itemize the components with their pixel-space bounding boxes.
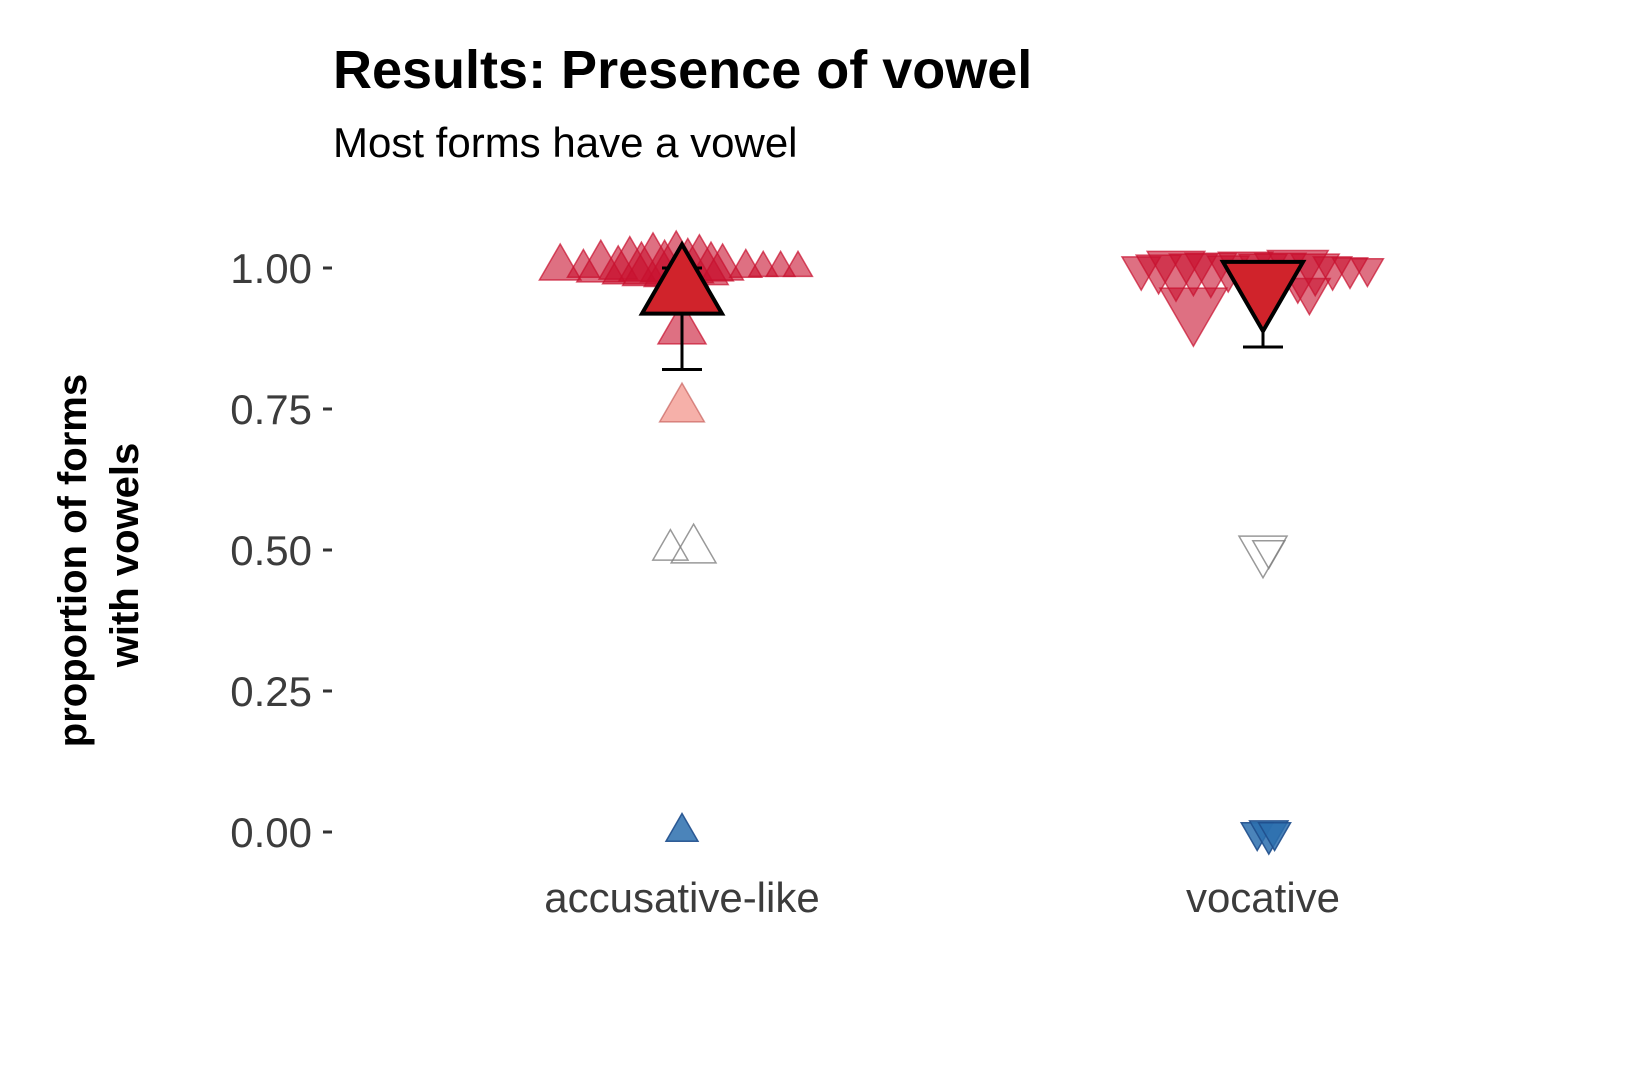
y-tick-label: 0.75 xyxy=(230,386,312,433)
x-axis: accusative-like vocative xyxy=(544,874,1340,921)
data-point xyxy=(1251,540,1287,570)
data-point xyxy=(1257,822,1292,852)
y-tick-label: 0.50 xyxy=(230,527,312,574)
x-tick-label: vocative xyxy=(1186,874,1340,921)
data-point xyxy=(1350,258,1385,288)
mean-marker xyxy=(638,240,726,316)
y-axis: 0.00 0.25 0.50 0.75 1.00 xyxy=(230,245,332,856)
chart-subtitle: Most forms have a vowel xyxy=(333,119,798,166)
data-point xyxy=(782,249,814,278)
x-tick-label: accusative-like xyxy=(544,874,819,921)
data-point xyxy=(669,522,718,564)
y-tick-label: 1.00 xyxy=(230,245,312,292)
y-axis-title: proportion of forms with vowels xyxy=(51,363,147,747)
data-point xyxy=(658,381,706,423)
data-point xyxy=(1158,287,1229,348)
mean-marker xyxy=(1219,259,1307,336)
summary-markers xyxy=(638,240,1307,372)
y-axis-title-line-2: with vowels xyxy=(103,443,147,669)
data-point xyxy=(651,528,690,561)
chart-title: Results: Presence of vowel xyxy=(333,40,1032,100)
y-tick-label: 0.00 xyxy=(230,809,312,856)
data-point xyxy=(1287,277,1332,317)
data-point xyxy=(664,812,700,842)
data-points xyxy=(538,229,1385,856)
y-tick-label: 0.25 xyxy=(230,668,312,715)
y-axis-title-line-1: proportion of forms xyxy=(51,374,95,747)
